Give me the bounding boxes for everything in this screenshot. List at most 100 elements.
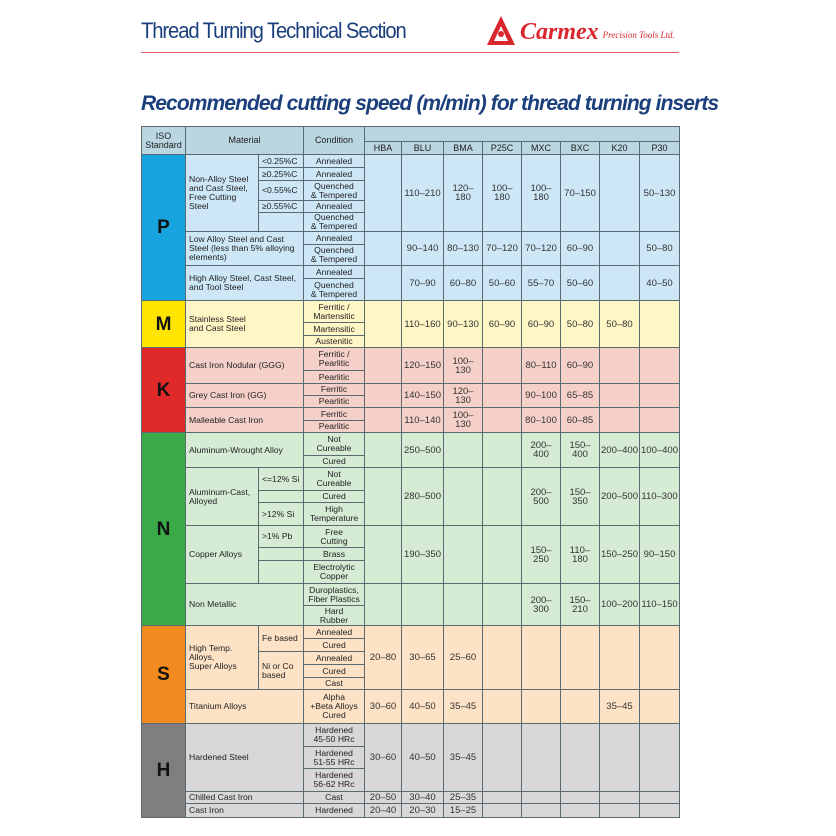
table-row: Non Metallic Duroplastics, Fiber Plastic… <box>142 583 681 626</box>
condition-cell: Quenched & Tempered <box>303 180 366 201</box>
condition-cell: Annealed <box>303 265 366 279</box>
table-row: Chilled Cast Iron Cast 20–50 30–40 25–35 <box>142 791 681 804</box>
speed-cell-mxc: 200–400 <box>521 432 562 468</box>
iso-group-s: S <box>141 625 186 724</box>
material-sub-cell-empty <box>257 547 305 561</box>
speed-cell-p30 <box>639 689 681 724</box>
speed-cell-bxc: 150–210 <box>560 583 601 626</box>
condition-cell: Annealed <box>303 167 366 181</box>
speed-cell-mxc: 200–300 <box>521 583 562 626</box>
speed-cell-p30: 50–130 <box>639 154 681 232</box>
speed-cell-blu: 250–500 <box>401 432 445 468</box>
table-row: Ni or Co based Annealed <box>142 651 680 690</box>
speed-cell-hba <box>364 525 403 584</box>
condition-cell: Ferritic / Martensitic <box>303 300 366 323</box>
material-sub-cell: ≥0.25%C <box>257 167 305 181</box>
speed-cell-hba <box>364 407 403 433</box>
table-row: H Hardened Steel Hardened 45-50 HRc 30–6… <box>141 723 681 818</box>
material-cell: Aluminum-Wrought Alloy <box>184 432 305 468</box>
condition-cell: Pearlitic <box>303 420 366 433</box>
condition-cell: Ferritic / Pearlitic <box>303 347 366 371</box>
speed-cell-mxc <box>521 803 562 818</box>
material-sub-cell-empty <box>257 212 305 232</box>
speed-cell-mxc: 150–250 <box>521 525 562 584</box>
material-sub-cell: <=12% Si <box>257 467 305 491</box>
table-row: M Stainless Steel and Cast Steel Ferriti… <box>141 300 681 348</box>
speed-cell-bma: 25–60 <box>443 625 484 690</box>
condition-cell: Not Cureable <box>303 432 366 456</box>
speed-cell-hba <box>364 231 403 266</box>
condition-cell: Hard Rubber <box>303 605 366 626</box>
speed-cell-bxc: 150–350 <box>560 467 601 526</box>
speed-cell-bma: 90–130 <box>443 300 484 348</box>
speed-cell-p25c <box>482 791 523 804</box>
table-row: Pearlitic <box>142 420 680 433</box>
speed-cell-k20: 100–200 <box>599 583 641 626</box>
brand-subtitle: Precision Tools Ltd. <box>602 30 675 40</box>
table-row: >12% Si High Temperature <box>142 502 680 526</box>
table-row: Cast <box>142 677 680 690</box>
speed-cell-p25c <box>482 525 523 584</box>
header-divider <box>141 52 679 53</box>
speed-cell-hba <box>364 467 403 526</box>
condition-cell: Ferritic <box>303 383 366 396</box>
material-cell: Non-Alloy Steel and Cast Steel, Free Cut… <box>185 154 259 232</box>
condition-cell: Brass <box>303 547 366 561</box>
material-cell: Titanium Alloys <box>184 689 305 724</box>
condition-cell: Hardened <box>303 803 366 818</box>
speed-cell-p30 <box>639 791 681 804</box>
speed-cell-blu <box>401 583 445 626</box>
table-row: High Alloy Steel, Cast Steel, and Tool S… <box>142 265 681 301</box>
condition-cell: Hardened 51-55 HRc <box>303 746 366 769</box>
speed-cell-bma: 35–45 <box>443 723 484 792</box>
speed-cell-hba: 30–60 <box>364 723 403 792</box>
speed-cell-bxc <box>560 723 601 792</box>
speed-cell-p30 <box>639 300 681 348</box>
speed-cell-p30: 50–80 <box>639 231 681 266</box>
speed-cell-p25c <box>482 625 523 690</box>
speed-cell-k20 <box>599 803 641 818</box>
condition-cell: Free Cutting <box>303 525 366 548</box>
speed-cell-bma: 35–45 <box>443 689 484 724</box>
speed-cell-hba: 20–40 <box>364 803 403 818</box>
table-row: Aluminum-Cast, Alloyed <=12% Si Not Cure… <box>142 467 681 526</box>
table-row: Grey Cast Iron (GG) Ferritic 140–150 120–… <box>142 383 681 408</box>
condition-cell: Cured <box>303 455 366 468</box>
condition-cell: Pearlitic <box>303 370 366 384</box>
condition-cell: Annealed <box>303 625 366 639</box>
condition-cell: Cast <box>303 677 366 690</box>
grade-header: K20 <box>599 141 641 155</box>
speed-cell-p25c: 70–120 <box>482 231 523 266</box>
speed-cell-p25c <box>482 723 523 792</box>
speed-cell-bxc: 50–60 <box>560 265 601 301</box>
speed-cell-p25c: 100–180 <box>482 154 523 232</box>
speed-cell-blu: 110–140 <box>401 407 445 433</box>
material-cell: Cast Iron Nodular (GGG) <box>184 347 305 384</box>
speed-cell-bma <box>443 432 484 468</box>
speed-cell-p25c <box>482 432 523 468</box>
speed-cell-p25c: 60–90 <box>482 300 523 348</box>
speed-cell-mxc <box>521 791 562 804</box>
speed-cell-hba <box>364 154 403 232</box>
speed-cell-p25c <box>482 467 523 526</box>
condition-cell: Hardened 56-62 HRc <box>303 768 366 792</box>
material-cell: Chilled Cast Iron <box>184 791 305 804</box>
speed-cell-p30 <box>639 723 681 792</box>
material-sub-cell: ≥0.55%C <box>257 200 305 213</box>
table-row: S High Temp. Alloys, Super Alloys Fe bas… <box>141 625 681 724</box>
speed-cell-blu: 70–90 <box>401 265 445 301</box>
table-row: Hard Rubber <box>142 605 680 626</box>
material-header: Material <box>184 126 305 155</box>
speed-cell-k20 <box>599 265 641 301</box>
speed-cell-blu: 90–140 <box>401 231 445 266</box>
speed-cell-blu: 140–150 <box>401 383 445 408</box>
speed-cell-k20 <box>599 347 641 384</box>
speed-cell-blu: 20–30 <box>401 803 445 818</box>
material-sub-cell: <0.55%C <box>257 180 305 201</box>
material-cell: Aluminum-Cast, Alloyed <box>185 467 259 526</box>
speed-cell-p30 <box>639 407 681 433</box>
condition-cell: Quenched & Tempered <box>303 244 366 266</box>
condition-header: Condition <box>303 126 366 155</box>
speed-cell-hba <box>364 347 403 384</box>
condition-cell: Quenched & Tempered <box>303 212 366 232</box>
